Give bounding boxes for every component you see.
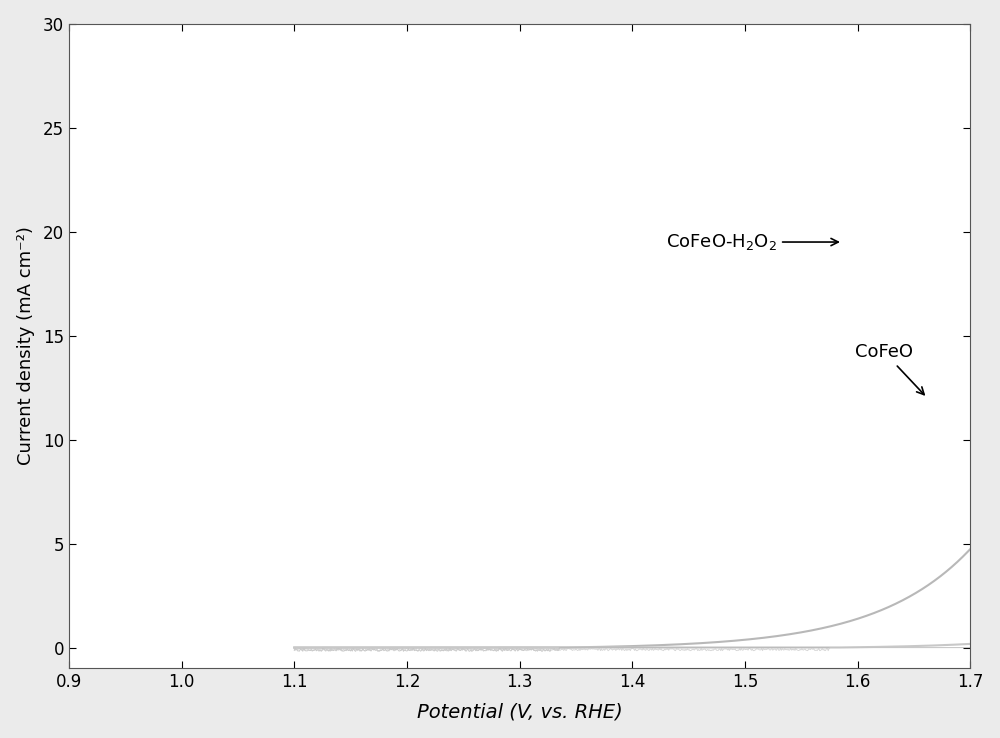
Text: CoFeO-H$_2$O$_2$: CoFeO-H$_2$O$_2$ <box>666 232 838 252</box>
Text: CoFeO: CoFeO <box>855 343 924 395</box>
X-axis label: Potential (V, vs. RHE): Potential (V, vs. RHE) <box>417 703 622 721</box>
Y-axis label: Current density (mA cm⁻²): Current density (mA cm⁻²) <box>17 227 35 466</box>
